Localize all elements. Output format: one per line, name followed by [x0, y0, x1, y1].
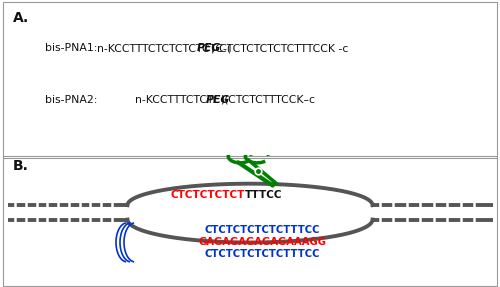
Text: B.: B.: [12, 159, 28, 173]
Text: bis-PNA1:: bis-PNA1:: [45, 43, 98, 53]
Text: TTTCC: TTTCC: [245, 190, 282, 200]
Text: A.: A.: [12, 11, 29, 25]
Text: PEG: PEG: [206, 95, 231, 105]
Text: bis-PNA2:: bis-PNA2:: [45, 95, 98, 105]
Text: GAGAGAGAGAGAAAGG: GAGAGAGAGAGAAAGG: [198, 237, 326, 247]
Text: CTCTCTCTCT: CTCTCTCTCT: [170, 190, 245, 200]
Text: )-CTCTCTCTCTCTTTCCK -c: )-CTCTCTCTCTCTTTCCK -c: [212, 43, 349, 53]
Text: n-KCCTTTCTCTCTCTCTC-(: n-KCCTTTCTCTCTCTCTC-(: [98, 43, 232, 53]
Text: n-KCCTTTCTCTC-(: n-KCCTTTCTCTC-(: [135, 95, 228, 105]
Text: CTCTCTCTCTCTTTCC: CTCTCTCTCTCTTTCC: [205, 225, 320, 235]
Text: CTCTCTCTCTCTTTCC: CTCTCTCTCTCTTTCC: [205, 249, 320, 259]
Text: )-CTCTCTTTCCK–c: )-CTCTCTTTCCK–c: [220, 95, 316, 105]
Bar: [2, 156, 496, 286]
Text: PEG: PEG: [197, 43, 222, 53]
